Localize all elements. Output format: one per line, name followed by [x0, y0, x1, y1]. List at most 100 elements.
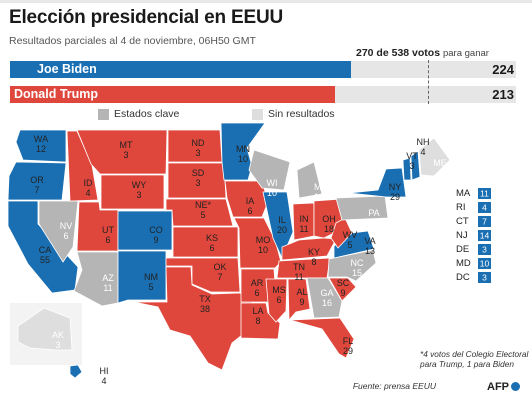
legend-label-noresult: Sin resultados: [268, 108, 335, 120]
state-mn: [220, 122, 266, 181]
state-ev-nc: 15: [352, 268, 362, 278]
small-state-abbr-ri: RI: [456, 202, 466, 213]
state-abbr-wa: WA: [34, 134, 48, 144]
state-or: [7, 161, 67, 201]
state-abbr-az: AZ: [102, 273, 114, 283]
state-ev-oh: 18: [324, 224, 334, 234]
state-abbr-fl: FL: [343, 336, 354, 346]
legend-label-key: Estados clave: [114, 108, 180, 120]
small-state-ev-dc: 3: [482, 273, 487, 283]
legend-swatch-noresult: [252, 108, 263, 120]
state-abbr-id: ID: [84, 178, 94, 188]
state-ev-ne: 5: [200, 210, 205, 220]
small-state-ev-ma: 11: [480, 189, 489, 199]
candidate-name-trump: Donald Trump: [14, 87, 99, 101]
state-vt: [402, 157, 412, 181]
state-abbr-mn: MN: [236, 144, 250, 154]
state-wy: [100, 174, 165, 210]
small-state-box-ma: [478, 188, 491, 199]
state-ev-ms: 6: [276, 295, 281, 305]
state-abbr-vt: VT: [406, 151, 418, 161]
state-ak: [17, 307, 73, 351]
threshold-suffix: para ganar: [442, 48, 489, 59]
source-note: Fuente: prensa EEUU: [352, 381, 436, 391]
state-ev-az: 11: [103, 283, 112, 293]
legend-no-results: Sin resultados: [252, 108, 335, 120]
state-mo: [233, 217, 282, 269]
state-abbr-nd: ND: [192, 138, 205, 148]
small-state-abbr-dc: DC: [456, 272, 470, 283]
legend-swatch-key: [98, 108, 109, 120]
threshold-votes: 270 de 538 votos: [356, 47, 441, 59]
state-abbr-wy: WY: [132, 180, 147, 190]
state-abbr-il: IL: [278, 215, 286, 225]
state-abbr-ky: KY: [308, 247, 320, 257]
state-ev-me: 4: [437, 168, 442, 178]
state-ev-mo: 10: [258, 245, 268, 255]
state-nc: [327, 249, 377, 282]
state-ev-nm: 5: [148, 282, 153, 292]
state-abbr-ar: AR: [251, 278, 264, 288]
state-me: [418, 137, 451, 177]
state-ne: [165, 198, 234, 227]
state-abbr-ne: NE*: [195, 200, 212, 210]
footnote: *4 votos del Colegio Electoral para Trum…: [420, 349, 529, 369]
state-ev-ny: 29: [390, 192, 400, 202]
small-state-ev-de: 3: [482, 245, 487, 255]
state-abbr-nm: NM: [144, 272, 158, 282]
small-state-list: MA 11 RI 4 CT 7 NJ 14 DE 3 MD 10 DC 3: [456, 188, 491, 283]
top-rule: [0, 0, 532, 3]
state-la: [240, 302, 281, 340]
state-ev-vt: 3: [409, 161, 414, 171]
afp-logo-text: AFP: [487, 381, 509, 393]
state-ev-fl: 29: [343, 346, 353, 356]
candidate-name-biden: Joe Biden: [37, 62, 97, 76]
state-wa: [15, 129, 67, 163]
state-abbr-co: CO: [149, 225, 163, 235]
small-state-box-md: [478, 258, 491, 269]
small-state-abbr-md: MD: [456, 258, 471, 269]
state-abbr-pa: PA: [368, 208, 379, 218]
state-ev-or: 7: [34, 185, 39, 195]
page-title: Elección presidencial en EEUU: [9, 7, 284, 28]
state-ks: [172, 226, 239, 258]
state-abbr-ak: AK: [52, 330, 64, 340]
state-tx: [133, 266, 253, 371]
state-nh: [410, 150, 421, 181]
state-abbr-ny: NY: [389, 182, 402, 192]
state-ev-ar: 6: [254, 288, 259, 298]
state-ev-tn: 11: [294, 272, 303, 282]
state-abbr-nv: NV: [60, 221, 73, 231]
state-abbr-tx: TX: [199, 294, 211, 304]
small-state-ev-nj: 14: [480, 231, 490, 241]
state-abbr-la: LA: [252, 306, 263, 316]
small-state-box-ri: [478, 202, 491, 213]
state-abbr-ca: CA: [39, 245, 52, 255]
state-abbr-me: ME: [433, 158, 447, 168]
state-labels: WA12OR7CA55NV6ID4MT3WY3UT6AZ11CO9NM5ND3S…: [30, 134, 447, 386]
small-state-abbr-ct: CT: [456, 216, 469, 227]
state-abbr-mo: MO: [256, 235, 271, 245]
state-abbr-ut: UT: [102, 225, 114, 235]
state-ny: [348, 167, 407, 198]
candidate-row-biden: Joe Biden 224: [10, 61, 516, 78]
state-abbr-ga: GA: [320, 288, 333, 298]
state-ev-ky: 8: [311, 257, 316, 267]
threshold-label: 270 de 538 votos para ganar: [356, 47, 489, 59]
state-abbr-ok: OK: [213, 262, 226, 272]
state-ev-nh: 4: [420, 147, 425, 157]
state-ut: [76, 201, 119, 252]
state-ev-wa: 12: [36, 144, 46, 154]
state-ev-ga: 16: [322, 298, 332, 308]
state-ev-mi: 16: [314, 192, 324, 202]
candidate-bar-trump: [10, 86, 335, 103]
state-ev-pa: 20: [369, 218, 379, 228]
small-state-abbr-ma: MA: [456, 188, 471, 199]
state-abbr-sd: SD: [192, 168, 205, 178]
state-ev-la: 8: [255, 316, 260, 326]
state-ev-ak: 3: [55, 340, 60, 350]
state-abbr-al: AL: [296, 287, 307, 297]
state-ev-wi: 10: [267, 188, 277, 198]
candidate-votes-trump: 213: [492, 87, 514, 102]
small-state-ev-md: 10: [480, 259, 490, 269]
